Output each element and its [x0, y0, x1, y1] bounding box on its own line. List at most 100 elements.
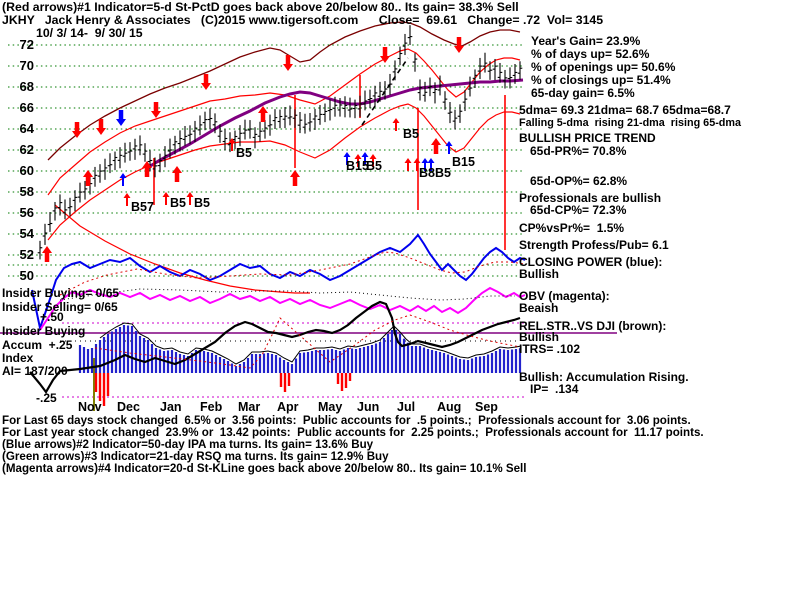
month-label: Apr [277, 400, 299, 414]
y-axis-label: 60 [19, 163, 34, 178]
red-up-arrow [431, 138, 441, 145]
red-down-arrow [283, 64, 293, 71]
buy-signal-label: B5 [403, 127, 419, 141]
insider-accum-label: Accum +.25 [2, 338, 73, 352]
insider-accum-label: Insider Selling= 0/65 [2, 300, 118, 314]
month-label: Jul [397, 400, 416, 414]
stat-panel-line: Bullish: Accumulation Rising. [519, 370, 689, 384]
y-axis-label: 68 [19, 79, 34, 94]
indicator-legend-line: (Blue arrows)#2 Indicator=50-day IPA ma … [2, 438, 374, 451]
stat-panel-line: ITRS= .102 [519, 342, 581, 356]
month-label: Aug [437, 400, 462, 414]
stat-panel-line: 5dma= 69.3 21dma= 68.7 65dma=68.7 [519, 103, 731, 117]
buy-signal-label: B15 [452, 155, 475, 169]
stat-panel-line: % of days up= 52.6% [531, 47, 650, 61]
blue-up-arrow [445, 141, 453, 146]
obv-magenta [39, 286, 526, 331]
rel-strength-black [29, 300, 521, 394]
obv-ma-dotted-black [59, 288, 515, 301]
red-up-arrow [186, 192, 194, 197]
blue-up-arrow [343, 152, 351, 157]
month-label: Feb [200, 400, 223, 414]
insider-accum-label: +.50 [40, 310, 64, 324]
stat-panel-line: IP= .134 [530, 382, 579, 396]
buy-signal-label: B5 [170, 196, 186, 210]
stat-panel-line: CLOSING POWER (blue): [519, 255, 663, 269]
y-axis-label: 66 [19, 100, 34, 115]
month-label: Jan [160, 400, 182, 414]
rs-ma-dotted-red [94, 314, 521, 369]
stat-panel-line: 65d-OP%= 62.8% [530, 174, 628, 188]
outer-lower-red [54, 204, 310, 294]
y-axis-label: 62 [19, 142, 34, 157]
insider-accum-label: -.25 [36, 391, 57, 405]
buy-signal-label: B57 [131, 200, 154, 214]
indicator-1-legend: (Red arrows)#1 Indicator=5-d St-PctD goe… [2, 0, 519, 14]
stat-panel-line: OBV (magenta): [519, 289, 610, 303]
buy-signal-label: B5 [366, 159, 382, 173]
insider-accum-label: Insider Buying [2, 324, 86, 338]
indicator-legend-line: (Green arrows)#3 Indicator=21-day RSQ ma… [2, 450, 389, 463]
red-down-arrow [454, 46, 464, 53]
red-down-arrow [96, 128, 106, 135]
month-label: Dec [117, 400, 140, 414]
stat-panel-line: Strength Profess/Pub= 6.1 [519, 238, 669, 252]
stat-panel-line: 65d-PR%= 70.8% [530, 144, 627, 158]
y-axis-label: 52 [19, 247, 34, 262]
month-label: Sep [475, 400, 498, 414]
insider-accum-label: AI= 187/200 [2, 364, 68, 378]
y-axis-label: 56 [19, 205, 34, 220]
indicator-legend-line: (Magenta arrows)#4 Indicator=20-d St-KLi… [2, 462, 527, 475]
blue-up-arrow [361, 152, 369, 157]
red-up-arrow [392, 118, 400, 123]
stat-panel-line: 65d-CP%= 72.3% [530, 203, 627, 217]
red-up-arrow [123, 193, 131, 198]
closing-power-blue [31, 233, 526, 332]
month-label: May [318, 400, 343, 414]
indicator-legend-line: For Last year stock changed 23.9% or 13.… [2, 426, 704, 439]
red-up-arrow [162, 192, 170, 197]
y-axis-label: 70 [19, 58, 34, 73]
insider-accum-label: Insider Buying= 0/65 [2, 286, 120, 300]
buy-signal-label: B5 [194, 196, 210, 210]
stat-panel-line: Beaish [519, 301, 559, 315]
stat-panel-line: Bullish [519, 330, 560, 344]
red-up-arrow [290, 170, 300, 177]
indicator-legend-line: For Last 65 days stock changed 6.5% or 3… [2, 414, 691, 427]
red-down-arrow [380, 56, 390, 63]
lower-band-red [47, 103, 521, 241]
red-up-arrow [354, 154, 362, 159]
stat-panel-line: Professionals are bullish [519, 191, 662, 205]
stat-panel-line: REL.STR..VS DJI (brown): [519, 319, 667, 333]
red-up-arrow [404, 158, 412, 163]
blue-down-arrow [116, 119, 126, 126]
y-axis-label: 64 [19, 121, 34, 136]
blue-up-arrow [119, 173, 127, 178]
red-up-arrow [142, 161, 152, 168]
stat-panel-line: CP%vsPr%= 1.5% [519, 221, 625, 235]
cp-ma-dotted-red [59, 251, 526, 296]
red-down-arrow [72, 131, 82, 138]
red-up-arrow [369, 154, 377, 159]
stat-panel-line: BULLISH PRICE TREND [519, 131, 656, 145]
buy-signal-label: B5 [236, 146, 252, 160]
upper-band-red [47, 48, 521, 196]
stat-panel-line: % of openings up= 50.6% [531, 60, 676, 74]
red-down-arrow [151, 111, 161, 118]
red-down-arrow [201, 83, 211, 90]
stat-panel-line: 65-day gain= 6.5% [531, 86, 635, 100]
date-range: 10/ 3/ 14- 9/ 30/ 15 [36, 26, 143, 40]
blue-up-arrow [421, 158, 429, 163]
month-label: Jun [357, 400, 380, 414]
stat-panel-line: Bullish [519, 267, 560, 281]
month-label: Mar [238, 400, 261, 414]
title-line: JKHY Jack Henry & Associates (C)2015 www… [2, 13, 604, 27]
red-up-arrow [42, 246, 52, 253]
red-up-arrow [172, 166, 182, 173]
red-up-arrow [83, 170, 93, 177]
buy-signal-label: B15 [346, 159, 369, 173]
y-axis-label: 72 [19, 37, 34, 52]
red-up-arrow [413, 158, 421, 163]
